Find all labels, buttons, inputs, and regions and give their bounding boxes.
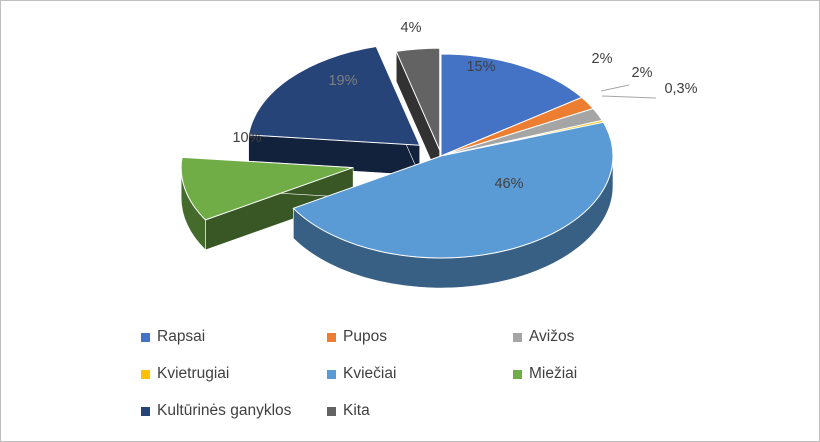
legend-label-kvietrugiai: Kvietrugiai [157,365,230,382]
legend-swatch-meziai [513,369,522,379]
pie-slice-kvieciai [292,121,614,289]
leader-line-2 [600,84,630,92]
legend-item-avizos: Avižos [513,327,701,347]
pie-slice-kulturines-ganyklos [248,45,421,176]
data-label-6: 19% [328,73,357,89]
data-label-4: 46% [494,176,523,192]
legend-label-pupos: Pupos [343,328,387,345]
legend-swatch-kvieciai [327,369,336,379]
legend-label-avizos: Avižos [529,328,575,345]
data-label-7: 4% [401,20,422,36]
data-label-1: 2% [592,51,613,67]
legend-label-meziai: Miežiai [529,365,578,382]
legend-label-kvieciai: Kviečiai [343,365,397,382]
legend-label-kulturines-ganyklos: Kultūrinės ganyklos [157,402,292,419]
legend-item-kvieciai: Kviečiai [327,364,513,384]
legend-swatch-avizos [513,332,522,342]
legend-item-kulturines-ganyklos: Kultūrinės ganyklos [141,401,327,421]
legend-swatch-rapsai [141,332,150,342]
leader-line-3 [601,95,657,99]
legend-swatch-pupos [327,332,336,342]
legend-swatch-kita [327,406,336,416]
data-label-0: 15% [466,59,495,75]
legend-label-kita: Kita [343,402,370,419]
data-label-3: 0,3% [664,81,697,97]
legend-item-kvietrugiai: Kvietrugiai [141,364,327,384]
legend-item-kita: Kita [327,401,513,421]
legend-swatch-kvietrugiai [141,369,150,379]
legend-item-pupos: Pupos [327,327,513,347]
pie-slice-mieziai [180,156,354,251]
pie-slice-kita [395,47,441,181]
legend: Rapsai Pupos Avižos Kvietrugiai Kviečiai… [141,327,701,421]
legend-item-meziai: Miežiai [513,364,701,384]
data-label-2: 2% [632,65,653,81]
legend-label-rapsai: Rapsai [157,328,206,345]
data-label-5: 10% [232,130,261,146]
legend-item-rapsai: Rapsai [141,327,327,347]
legend-swatch-kulturines-ganyklos [141,406,150,416]
